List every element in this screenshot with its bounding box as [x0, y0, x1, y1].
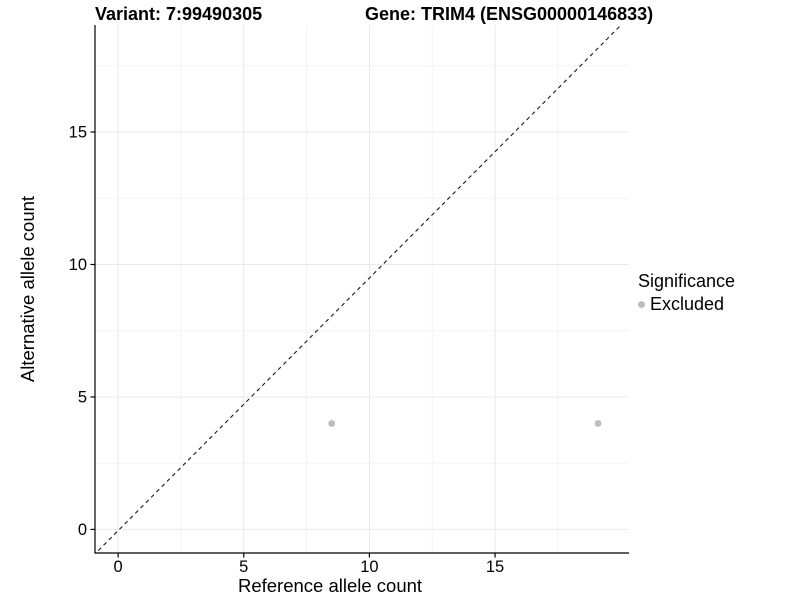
- gene-title: Gene: TRIM4 (ENSG00000146833): [365, 4, 654, 24]
- variant-title: Variant: 7:99490305: [95, 4, 263, 24]
- y-tick-label: 5: [78, 388, 87, 406]
- y-tick-label: 0: [78, 521, 87, 539]
- x-tick-label: 10: [360, 558, 378, 576]
- legend-point-swatch: [638, 301, 645, 308]
- x-tick-label: 15: [486, 558, 504, 576]
- x-axis-title: Reference allele count: [237, 575, 423, 596]
- legend-title: Significance: [638, 271, 736, 291]
- x-tick-label: 0: [114, 558, 123, 576]
- legend: Significance Excluded: [638, 271, 735, 315]
- legend-item-label: Excluded: [650, 294, 725, 314]
- data-point: [328, 420, 336, 427]
- legend-item-excluded: Excluded: [638, 294, 735, 315]
- data-point: [594, 420, 602, 427]
- y-tick-label: 10: [69, 256, 87, 274]
- y-tick-label: 15: [69, 124, 87, 142]
- y-axis-title: Alternative allele count: [17, 195, 38, 383]
- x-tick-label: 5: [239, 558, 248, 576]
- identity-line: [95, 25, 622, 553]
